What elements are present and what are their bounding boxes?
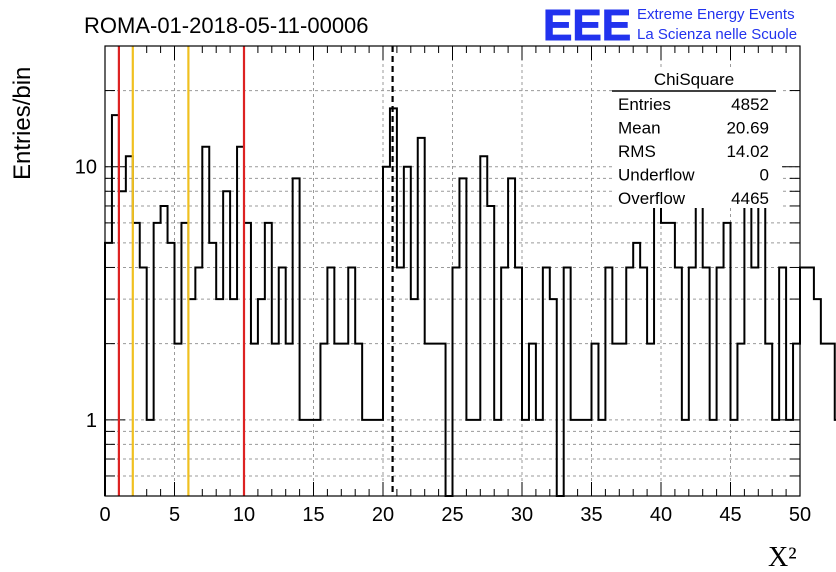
x-tick-label: 0: [99, 504, 110, 526]
stats-value: 14.02: [726, 142, 769, 161]
x-tick-label: 15: [302, 504, 324, 526]
stats-value: 4465: [731, 189, 769, 208]
logo-line2: La Scienza nelle Scuole: [637, 26, 797, 43]
stats-title: ChiSquare: [654, 70, 734, 89]
stats-label: RMS: [618, 142, 656, 161]
x-tick-label: 30: [511, 504, 533, 526]
x-tick-label: 25: [441, 504, 463, 526]
x-tick-label: 10: [233, 504, 255, 526]
stats-box: ChiSquare Entries 4852 Mean 20.69 RMS 14.02 Un…: [612, 68, 782, 208]
y-axis-title: Entries/bin: [9, 67, 36, 180]
stats-value: 20.69: [726, 119, 769, 138]
plot-frame: [104, 45, 801, 497]
stats-label: Overflow: [618, 189, 686, 208]
y-tick-label: 10: [75, 157, 97, 179]
marker-lines: [117, 46, 394, 496]
stats-label: Underflow: [618, 166, 695, 185]
x-tick-label: 35: [580, 504, 602, 526]
stats-value: 0: [760, 166, 769, 185]
logo-mark: EEE: [543, 1, 631, 50]
stats-label: Entries: [618, 95, 671, 114]
chart-title: ROMA-01-2018-05-11-00006: [84, 13, 369, 38]
x-tick-label: 45: [719, 504, 741, 526]
histogram-series: [104, 107, 836, 497]
y-tick-label: 1: [86, 410, 97, 432]
x-tick-label: 50: [789, 504, 811, 526]
x-tick-labels: 0 5 10 15 20 25 30 35 40 45 50: [99, 504, 811, 526]
logo-line1: Extreme Energy Events: [637, 6, 795, 23]
y-tick-labels: 1 10: [75, 157, 97, 432]
stats-value: 4852: [731, 95, 769, 114]
eee-logo: EEE Extreme Energy Events La Scienza nel…: [543, 1, 798, 51]
x-tick-label: 20: [372, 504, 394, 526]
x-tick-label: 5: [169, 504, 180, 526]
x-tick-label: 40: [650, 504, 672, 526]
x-axis-title: X²: [768, 542, 797, 572]
stats-label: Mean: [618, 119, 661, 138]
